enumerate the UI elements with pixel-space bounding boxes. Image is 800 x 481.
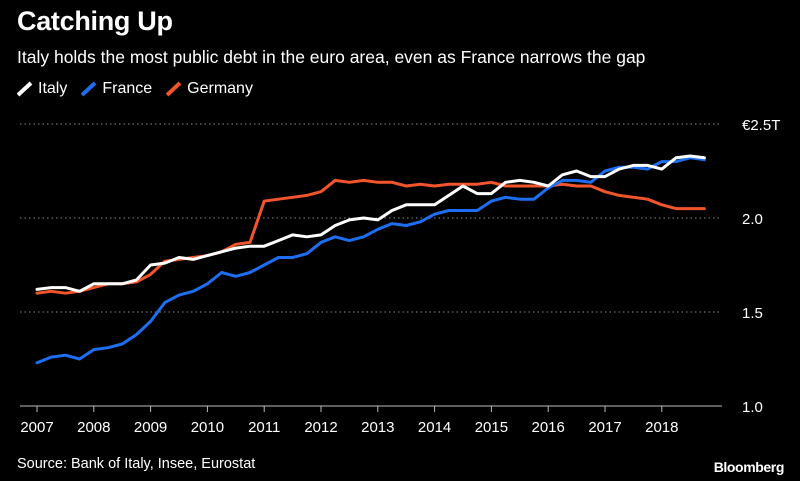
series-line-france xyxy=(35,156,706,365)
series-line-italy xyxy=(35,154,706,293)
y-axis-ticks: 1.0 1.5 2.0 €2.5T xyxy=(742,117,780,416)
grid-layer xyxy=(20,123,722,407)
legend-swatch-italy xyxy=(17,81,33,97)
x-tick-label: 2010 xyxy=(191,419,224,436)
y-tick-label: 1.0 xyxy=(742,399,763,416)
y-tick-label: 2.0 xyxy=(742,211,763,228)
chart-legend: Italy France Germany xyxy=(17,80,267,98)
x-tick-label: 2011 xyxy=(248,419,280,436)
y-tick-label: 1.5 xyxy=(742,305,763,322)
x-tick-label: 2014 xyxy=(418,419,451,436)
series-line-germany xyxy=(35,178,706,295)
chart-title: Catching Up xyxy=(17,6,173,36)
legend-label-germany: Germany xyxy=(187,80,253,97)
legend-item-italy: Italy xyxy=(17,80,67,98)
x-tick-label: 2017 xyxy=(588,419,621,436)
bloomberg-logo: Bloomberg xyxy=(713,459,785,475)
legend-label-italy: Italy xyxy=(38,80,68,97)
x-tick-label: 2015 xyxy=(475,419,508,436)
series-layer xyxy=(35,154,706,365)
legend-swatch-france xyxy=(81,81,97,97)
x-tick-label: 2008 xyxy=(77,419,110,436)
legend-swatch-line-italy xyxy=(17,81,33,97)
x-tick-label: 2012 xyxy=(304,419,337,436)
legend-label-france: France xyxy=(102,80,153,97)
x-tick-label: 2013 xyxy=(361,419,394,436)
x-tick-label: 2016 xyxy=(532,419,565,436)
x-axis-ticks: 2007 2008 2009 2010 2011 2012 2013 2014 2015 2016… xyxy=(20,406,678,436)
x-tick-label: 2009 xyxy=(134,419,167,436)
x-tick-label: 2018 xyxy=(645,419,678,436)
legend-swatch-line-germany xyxy=(166,81,182,97)
legend-item-france: France xyxy=(81,80,152,98)
legend-item-germany: Germany xyxy=(166,80,253,98)
x-tick-label: 2007 xyxy=(20,419,53,436)
chart-subtitle: Italy holds the most public debt in the … xyxy=(17,47,646,67)
y-tick-label: €2.5T xyxy=(742,117,780,134)
legend-swatch-germany xyxy=(166,81,182,97)
source-note: Source: Bank of Italy, Insee, Eurostat xyxy=(17,456,256,472)
legend-swatch-line-france xyxy=(81,81,97,97)
